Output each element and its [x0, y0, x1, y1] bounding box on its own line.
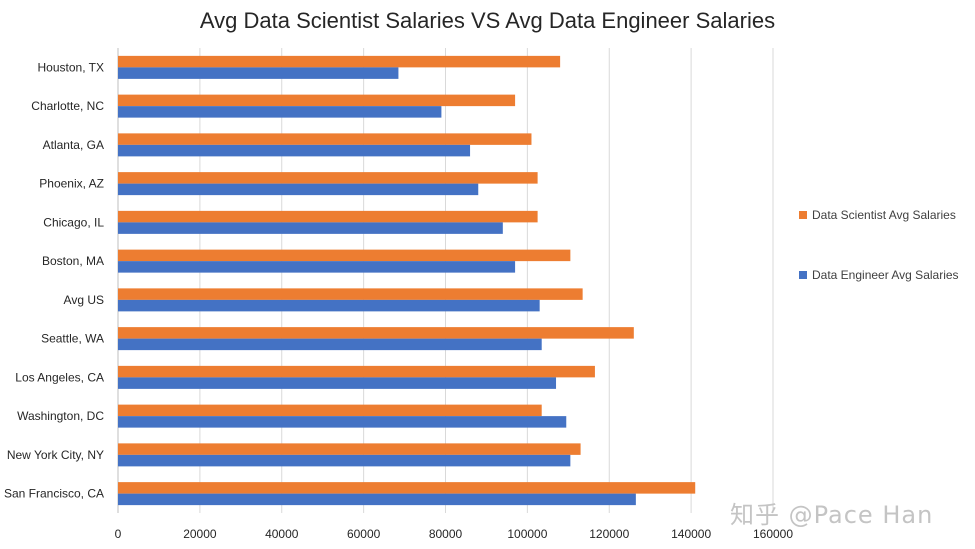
bar-data-engineer-10	[118, 454, 571, 467]
legend-label-1: Data Engineer Avg Salaries	[812, 268, 959, 282]
legend-label-0: Data Scientist Avg Salaries	[812, 208, 956, 222]
category-label: Phoenix, AZ	[39, 177, 104, 191]
bars	[118, 55, 696, 506]
x-tick-label: 160000	[753, 527, 793, 541]
bar-data-scientist-8	[118, 365, 595, 378]
bar-data-scientist-4	[118, 210, 538, 223]
category-labels: Houston, TX Charlotte, NC Atlanta, GA Phoen…	[4, 60, 104, 500]
legend-swatch-0	[799, 211, 807, 219]
x-tick-label: 40000	[265, 527, 299, 541]
bar-data-scientist-0	[118, 55, 561, 68]
bar-data-engineer-0	[118, 67, 399, 79]
bar-data-engineer-6	[118, 299, 540, 312]
x-tick-label: 140000	[671, 527, 711, 541]
bar-data-engineer-5	[118, 261, 516, 273]
category-label: Atlanta, GA	[43, 138, 104, 152]
legend-swatch-1	[799, 271, 807, 279]
x-tick-labels: 0 20000 40000 60000 80000 100000 120000 140000 1…	[115, 527, 794, 541]
gridlines	[117, 48, 774, 513]
x-tick-label: 0	[115, 527, 122, 541]
bar-data-scientist-5	[118, 249, 571, 262]
category-label: Charlotte, NC	[31, 99, 104, 113]
bar-data-scientist-3	[118, 172, 538, 184]
bar-data-engineer-11	[118, 493, 636, 506]
bar-data-scientist-11	[118, 482, 696, 494]
bar-data-engineer-2	[118, 144, 471, 157]
category-label: Avg US	[64, 293, 104, 307]
x-tick-label: 80000	[429, 527, 463, 541]
bar-data-engineer-1	[118, 106, 442, 118]
category-label: San Francisco, CA	[4, 487, 104, 501]
x-tick-label: 120000	[589, 527, 629, 541]
x-tick-label: 100000	[507, 527, 547, 541]
bar-data-engineer-4	[118, 222, 503, 234]
bar-data-scientist-10	[118, 443, 581, 455]
bar-data-scientist-9	[118, 404, 542, 417]
category-label: Seattle, WA	[41, 332, 104, 346]
x-tick-label: 20000	[183, 527, 217, 541]
x-tick-label: 60000	[347, 527, 381, 541]
category-label: Houston, TX	[38, 60, 104, 74]
watermark: 知乎 @Pace Han	[730, 501, 934, 529]
chart-title: Avg Data Scientist Salaries VS Avg Data …	[199, 8, 776, 33]
bar-data-scientist-7	[118, 327, 634, 339]
category-label: Boston, MA	[42, 254, 104, 268]
category-label: Washington, DC	[17, 409, 104, 423]
bar-data-engineer-8	[118, 377, 557, 389]
category-label: Chicago, IL	[43, 215, 104, 229]
bar-data-engineer-9	[118, 416, 567, 428]
bar-data-engineer-7	[118, 338, 542, 351]
bar-data-scientist-2	[118, 133, 532, 145]
legend: Data Scientist Avg Salaries Data Engineer…	[799, 208, 959, 282]
bar-data-scientist-1	[118, 94, 516, 107]
bar-data-engineer-3	[118, 183, 479, 196]
bar-data-scientist-6	[118, 288, 583, 300]
category-label: Los Angeles, CA	[15, 370, 104, 384]
category-label: New York City, NY	[7, 448, 104, 462]
